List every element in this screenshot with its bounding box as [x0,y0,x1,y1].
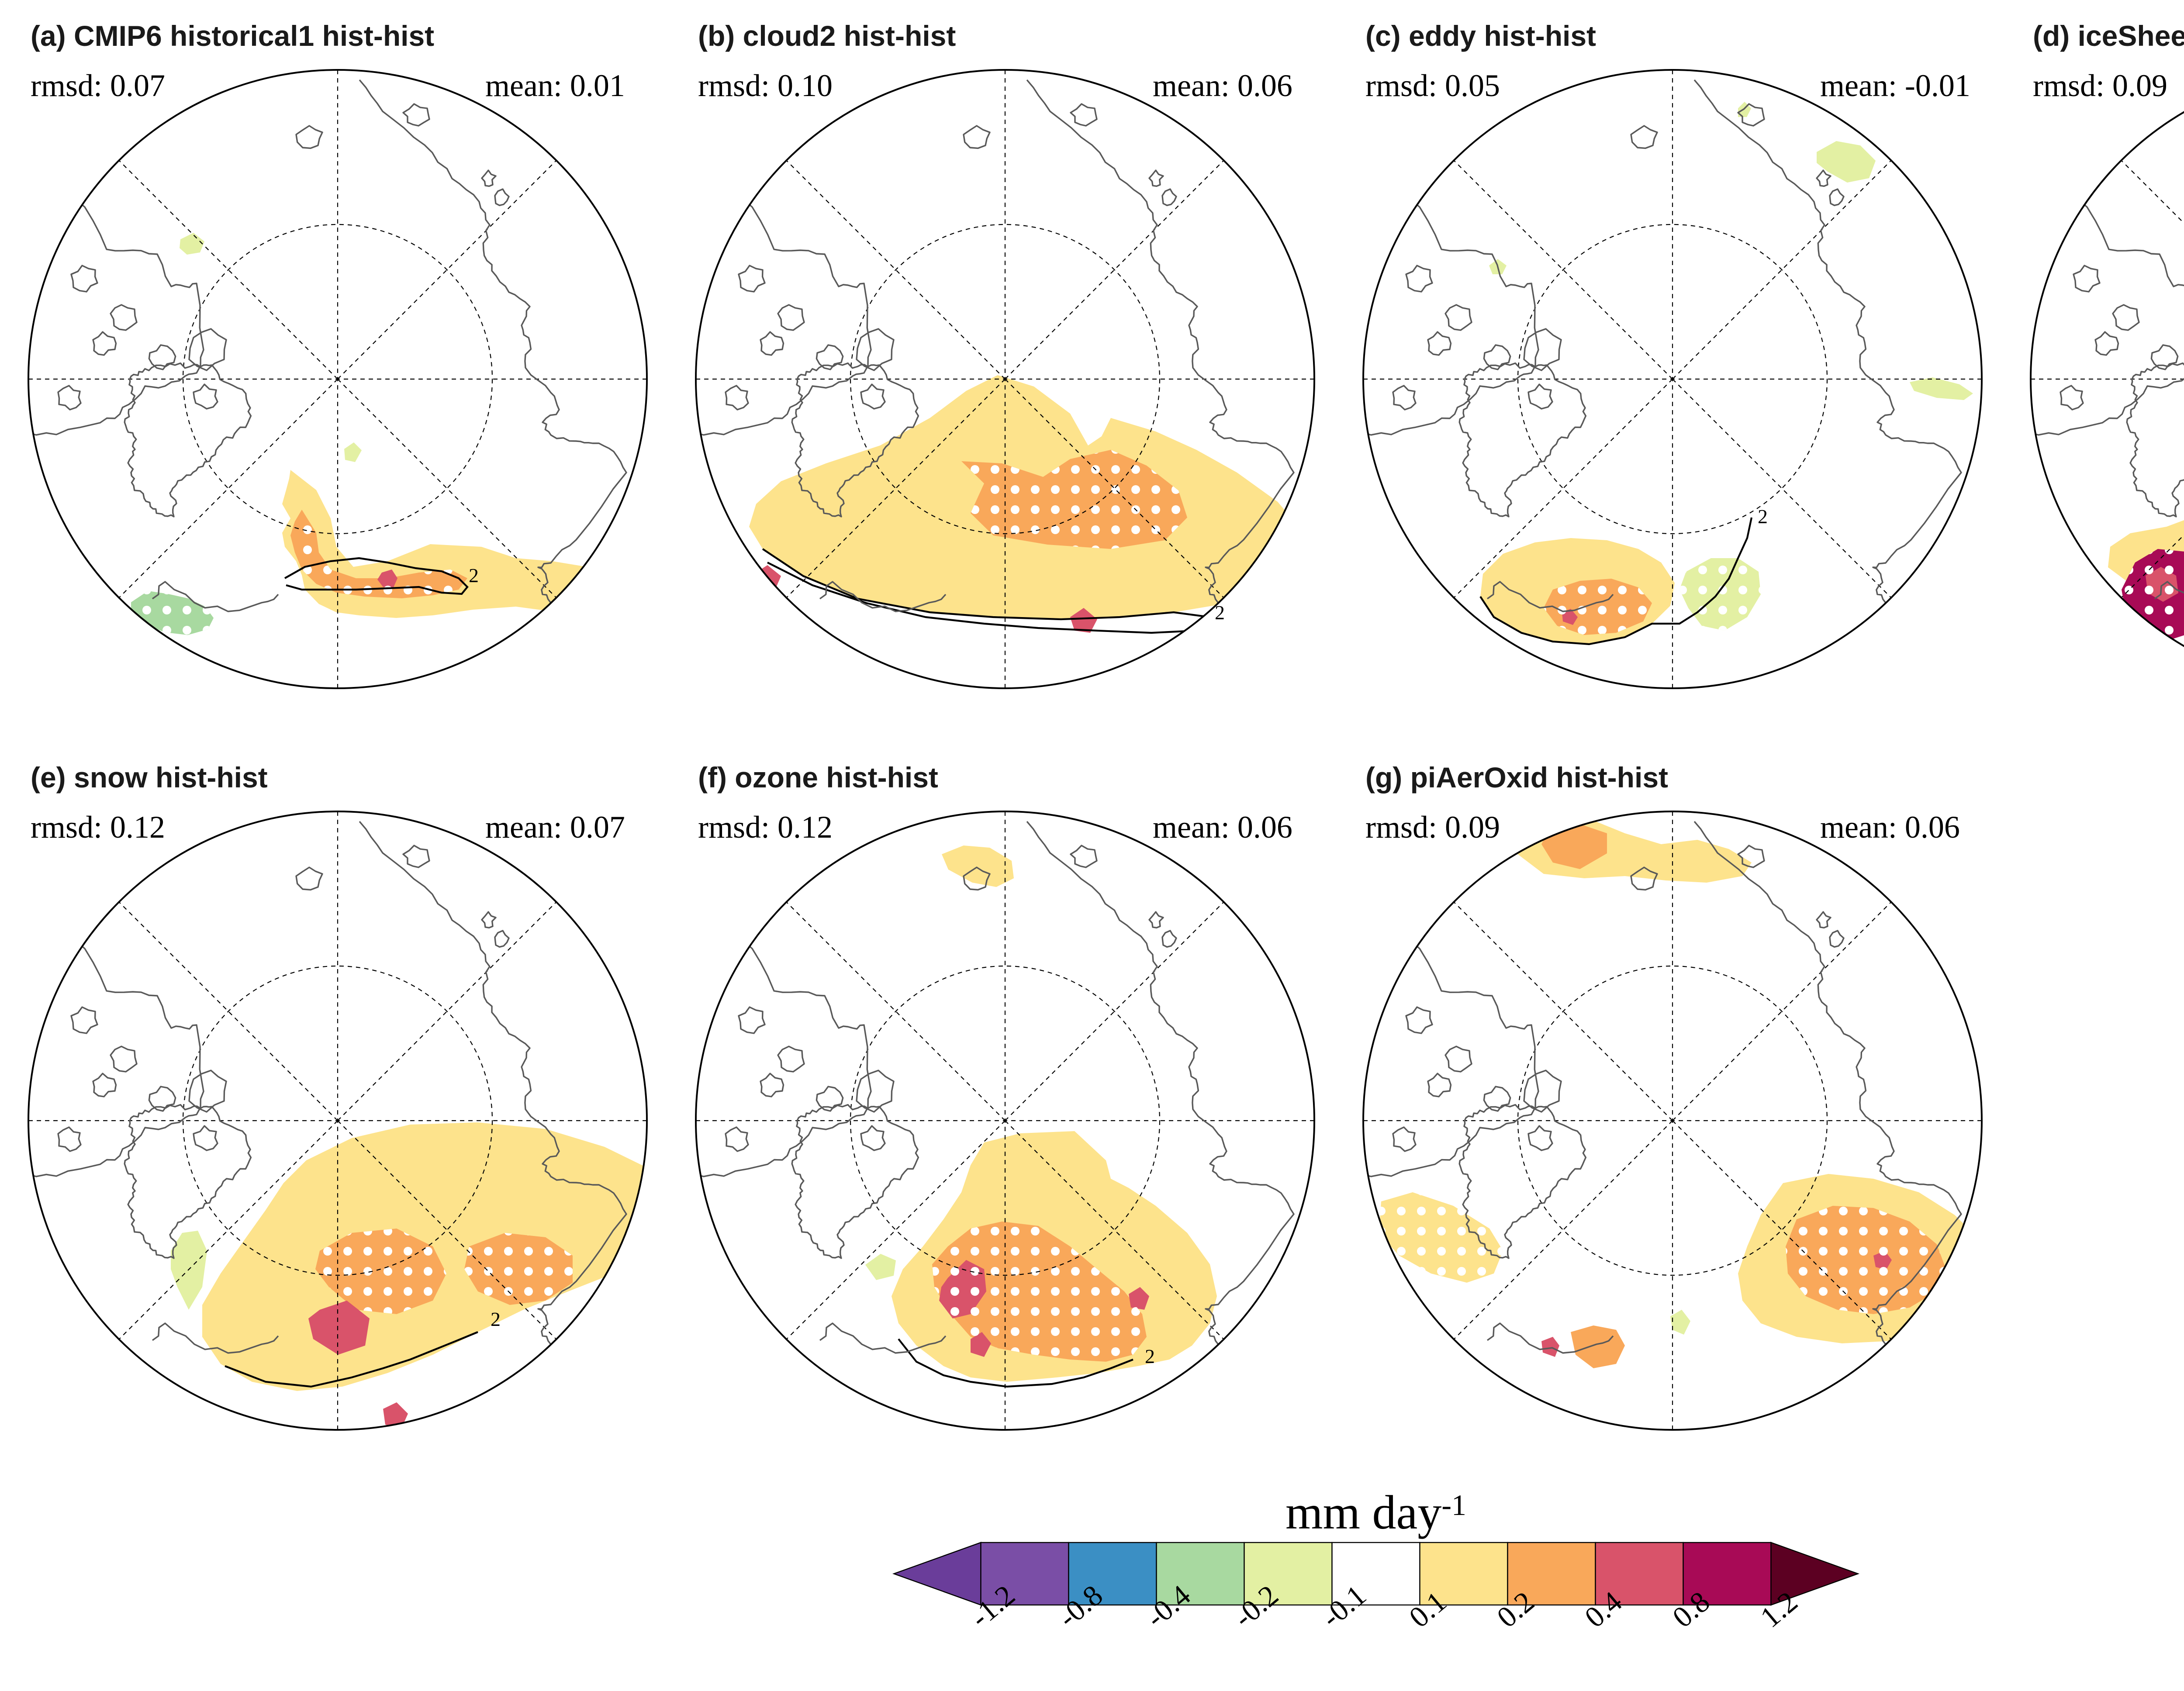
svg-text:rmsd: 0.12: rmsd: 0.12 [31,810,165,845]
svg-text:rmsd: 0.07: rmsd: 0.07 [31,68,165,103]
svg-text:2: 2 [469,564,479,587]
svg-text:(e) snow hist-hist: (e) snow hist-hist [31,761,268,794]
svg-text:mean: 0.01: mean: 0.01 [485,68,625,103]
svg-text:2: 2 [1215,601,1225,624]
svg-text:(f) ozone hist-hist: (f) ozone hist-hist [698,761,938,794]
svg-text:mean: 0.06: mean: 0.06 [1820,810,1960,845]
svg-text:mean: 0.06: mean: 0.06 [1153,68,1292,103]
svg-text:rmsd: 0.10: rmsd: 0.10 [698,68,833,103]
svg-text:2: 2 [491,1308,501,1330]
svg-text:rmsd: 0.12: rmsd: 0.12 [698,810,833,845]
svg-text:mm day-1: mm day-1 [1286,1486,1466,1539]
svg-text:2: 2 [1758,505,1768,528]
svg-text:2: 2 [1145,1345,1155,1367]
svg-text:(a) CMIP6 historical1 hist-his: (a) CMIP6 historical1 hist-hist [31,20,434,52]
svg-text:rmsd: 0.09: rmsd: 0.09 [1365,810,1500,845]
svg-text:(b) cloud2 hist-hist: (b) cloud2 hist-hist [698,20,956,52]
svg-text:(c) eddy hist-hist: (c) eddy hist-hist [1365,20,1596,52]
svg-text:rmsd: 0.09: rmsd: 0.09 [2033,68,2167,103]
svg-text:mean: -0.01: mean: -0.01 [1820,68,1970,103]
svg-text:mean: 0.06: mean: 0.06 [1153,810,1292,845]
svg-text:(g) piAerOxid hist-hist: (g) piAerOxid hist-hist [1365,761,1668,794]
svg-text:rmsd: 0.05: rmsd: 0.05 [1365,68,1500,103]
svg-text:mean: 0.07: mean: 0.07 [485,810,625,845]
svg-text:(d) iceSheet3 hist-hist: (d) iceSheet3 hist-hist [2033,20,2184,52]
